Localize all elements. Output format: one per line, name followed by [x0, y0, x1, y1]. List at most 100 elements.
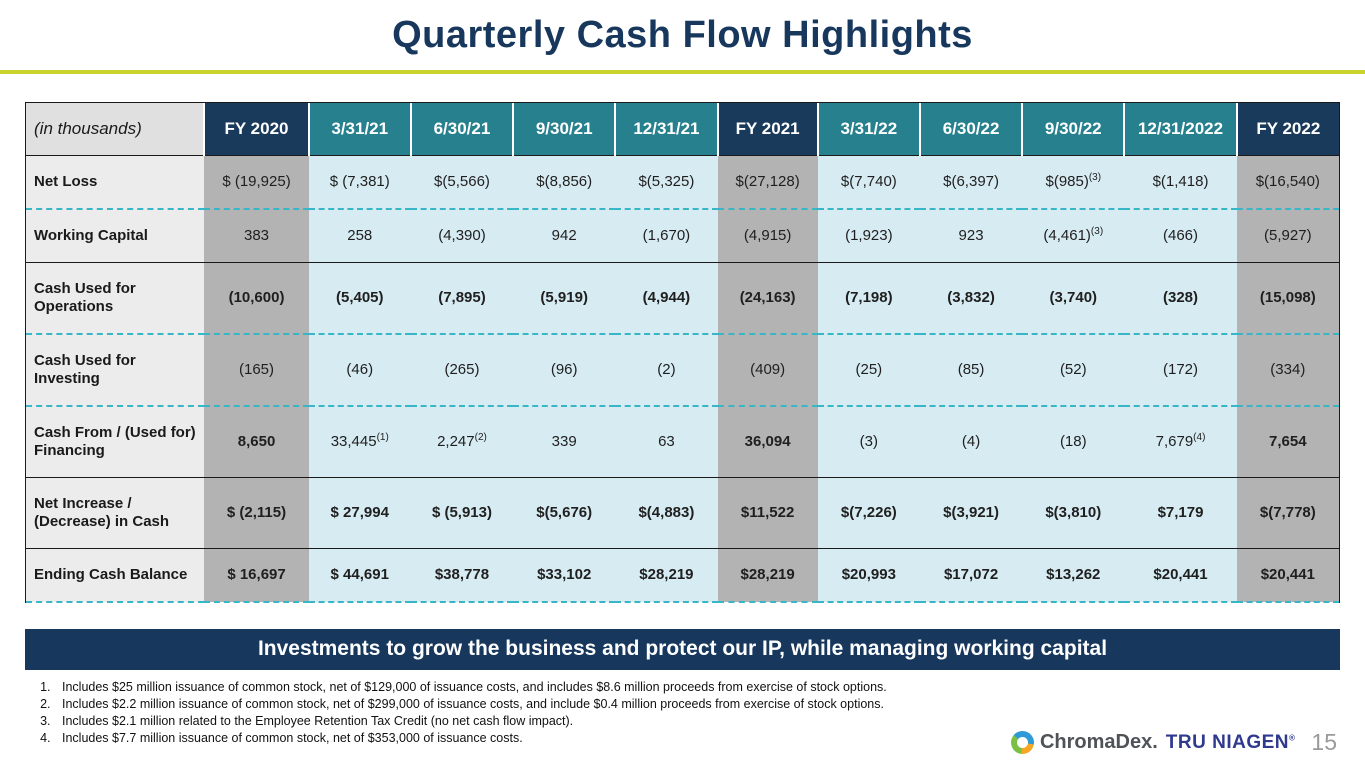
value-cell: (172)	[1124, 332, 1237, 406]
column-header: 3/31/22	[816, 103, 920, 156]
value-cell: $(16,540)	[1236, 155, 1339, 209]
value-cell: 942	[513, 207, 616, 262]
column-header: 9/30/21	[512, 103, 616, 156]
table-row: Cash From / (Used for) Financing 8,650 33,…	[26, 404, 1339, 477]
value-cell: $ (5,913)	[410, 476, 514, 548]
value-cell: $33,102	[513, 547, 616, 603]
value-cell: (466)	[1124, 207, 1237, 262]
table-row: Net Loss $ (19,925) $ (7,381) $(5,566) $(8,8…	[26, 155, 1339, 209]
value-cell: $(1,418)	[1124, 155, 1237, 209]
table-row: Cash Used for Operations (10,600) (5,405)(…	[26, 261, 1339, 334]
footnote: Includes $7.7 million issuance of common…	[54, 730, 1022, 747]
value-cell: (265)	[410, 332, 514, 406]
value-cell: 36,094	[717, 404, 818, 477]
value-cell: $(27,128)	[717, 155, 818, 209]
value-cell: (4,915)	[717, 207, 818, 262]
value-cell: $(3,810)	[1022, 476, 1125, 548]
brand-product: TRU NIAGEN®	[1166, 732, 1296, 754]
column-header: FY 2020	[203, 103, 309, 156]
table-row: Working Capital 383 258 (4,390) 942 (1,670) (4…	[26, 207, 1339, 262]
value-cell: $(3,921)	[919, 476, 1023, 548]
value-cell: (18)	[1022, 404, 1125, 477]
value-cell: (4)	[919, 404, 1023, 477]
table-body: Net Loss $ (19,925) $ (7,381) $(5,566) $(8,8…	[26, 155, 1339, 603]
value-cell: (96)	[513, 332, 616, 406]
value-cell: (4,461)(3)	[1022, 207, 1125, 262]
value-cell: $(7,740)	[817, 155, 920, 209]
value-cell: (3,740)	[1022, 261, 1125, 334]
value-cell: (4,944)	[615, 261, 718, 334]
value-cell: (25)	[817, 332, 920, 406]
value-cell: $(5,566)	[410, 155, 514, 209]
table-header-row: (in thousands) FY 2020 3/31/21 6/30/21 9/30…	[26, 103, 1339, 156]
column-header: 9/30/22	[1021, 103, 1125, 156]
row-label: Cash From / (Used for) Financing	[26, 404, 205, 477]
value-cell: 7,679(4)	[1124, 404, 1237, 477]
value-cell: $11,522	[717, 476, 818, 548]
value-cell: (334)	[1236, 332, 1339, 406]
accent-divider	[0, 70, 1365, 74]
table-row: Ending Cash Balance $ 16,697 $ 44,691 $38,7…	[26, 547, 1339, 603]
value-cell: $13,262	[1022, 547, 1125, 603]
table-row: Net Increase / (Decrease) in Cash $ (2,11…	[26, 476, 1339, 548]
brand-product-text: TRU NIAGEN	[1165, 731, 1289, 753]
value-cell: (1,670)	[615, 207, 718, 262]
value-cell: $ 16,697	[204, 547, 309, 603]
column-header: 3/31/21	[307, 103, 411, 156]
row-label: Net Increase / (Decrease) in Cash	[26, 476, 205, 548]
column-header: FY 2021	[716, 103, 818, 156]
row-label: Cash Used for Investing	[26, 332, 205, 406]
value-cell: $(4,883)	[615, 476, 718, 548]
value-cell: $ (2,115)	[204, 476, 309, 548]
value-cell: $(6,397)	[919, 155, 1023, 209]
value-cell: $7,179	[1124, 476, 1237, 548]
value-cell: 383	[204, 207, 309, 262]
value-cell: $20,441	[1236, 547, 1339, 603]
chromadex-logo-icon	[1010, 731, 1034, 754]
footnote: Includes $25 million issuance of common …	[54, 679, 1022, 696]
value-cell: 33,445(1)	[308, 404, 411, 477]
value-cell: $20,993	[817, 547, 920, 603]
value-cell: (165)	[204, 332, 309, 406]
value-cell: $(5,325)	[615, 155, 718, 209]
value-cell: $(7,226)	[817, 476, 920, 548]
value-cell: (85)	[919, 332, 1023, 406]
value-cell: (5,927)	[1236, 207, 1339, 262]
value-cell: (5,405)	[308, 261, 411, 334]
value-cell: (4,390)	[410, 207, 514, 262]
value-cell: (15,098)	[1236, 261, 1339, 334]
page-number: 15	[1311, 729, 1337, 755]
value-cell: (52)	[1022, 332, 1125, 406]
value-cell: (10,600)	[204, 261, 309, 334]
value-cell: (3)	[817, 404, 920, 477]
value-cell: $ (7,381)	[308, 155, 411, 209]
row-label: Net Loss	[26, 155, 205, 209]
column-header: 12/31/21	[614, 103, 718, 156]
value-cell: (46)	[308, 332, 411, 406]
value-cell: $ 44,691	[308, 547, 411, 603]
value-cell: $(5,676)	[513, 476, 616, 548]
value-cell: (3,832)	[919, 261, 1023, 334]
value-cell: 63	[615, 404, 718, 477]
row-label: Working Capital	[26, 207, 205, 262]
value-cell: $38,778	[410, 547, 514, 603]
footnote: Includes $2.1 million related to the Emp…	[54, 713, 1022, 730]
brand-name: ChromaDex.	[1039, 731, 1158, 753]
value-cell: (328)	[1124, 261, 1237, 334]
column-header: 12/31/2022	[1123, 103, 1237, 156]
value-cell: $28,219	[717, 547, 818, 603]
value-cell: $17,072	[919, 547, 1023, 603]
value-cell: (5,919)	[513, 261, 616, 334]
value-cell: $28,219	[615, 547, 718, 603]
takeaway-banner: Investments to grow the business and pro…	[25, 628, 1340, 670]
table-row: Cash Used for Investing (165) (46) (265) (96…	[26, 332, 1339, 406]
value-cell: $20,441	[1124, 547, 1237, 603]
value-cell: $(985)(3)	[1022, 155, 1125, 209]
column-header: 6/30/21	[409, 103, 514, 156]
value-cell: 2,247(2)	[410, 404, 514, 477]
value-cell: 923	[919, 207, 1023, 262]
row-label: Ending Cash Balance	[26, 547, 205, 603]
value-cell: (7,895)	[410, 261, 514, 334]
footnotes: Includes $25 million issuance of common …	[32, 679, 1022, 747]
